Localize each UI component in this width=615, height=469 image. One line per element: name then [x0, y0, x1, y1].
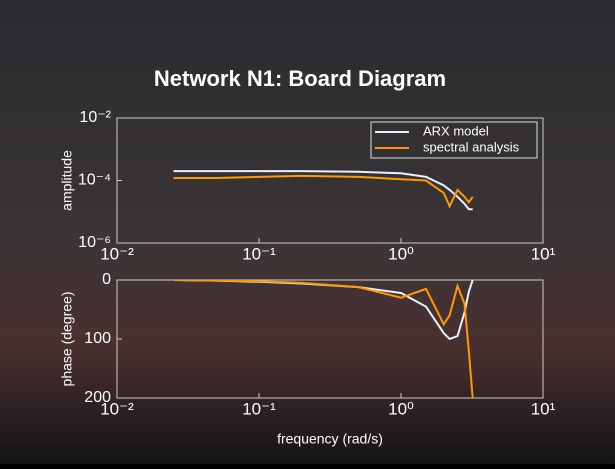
legend-label: spectral analysis — [423, 139, 520, 154]
y-axis-label: amplitude — [59, 150, 75, 211]
y-tick-label: 10⁻² — [79, 109, 111, 126]
y-tick-label: 10⁻⁴ — [78, 172, 111, 189]
legend-box — [370, 121, 538, 159]
series-line — [173, 280, 474, 398]
y-tick-label: 10⁻⁶ — [78, 234, 111, 251]
x-tick-label: 10¹ — [531, 244, 556, 263]
y-axis-label: phase (degree) — [59, 292, 75, 387]
x-tick-label: 10⁻² — [100, 399, 134, 418]
x-axis-label: frequency (rad/s) — [277, 431, 383, 447]
x-tick-label: 10⁻¹ — [242, 399, 276, 418]
series-line — [173, 174, 474, 209]
x-tick-label: 10⁰ — [388, 399, 414, 418]
y-tick-label: 100 — [84, 330, 111, 347]
x-tick-label: 10⁻¹ — [242, 244, 276, 263]
y-tick-label: 200 — [84, 389, 111, 406]
x-tick-label: 10⁰ — [388, 244, 414, 263]
legend-label: ARX model — [423, 123, 489, 138]
series-line — [173, 170, 473, 211]
x-tick-label: 10⁻² — [100, 244, 134, 263]
x-tick-label: 10¹ — [531, 399, 556, 418]
chart-title: Network N1: Board Diagram — [154, 66, 446, 91]
y-tick-label: 0 — [102, 271, 111, 288]
